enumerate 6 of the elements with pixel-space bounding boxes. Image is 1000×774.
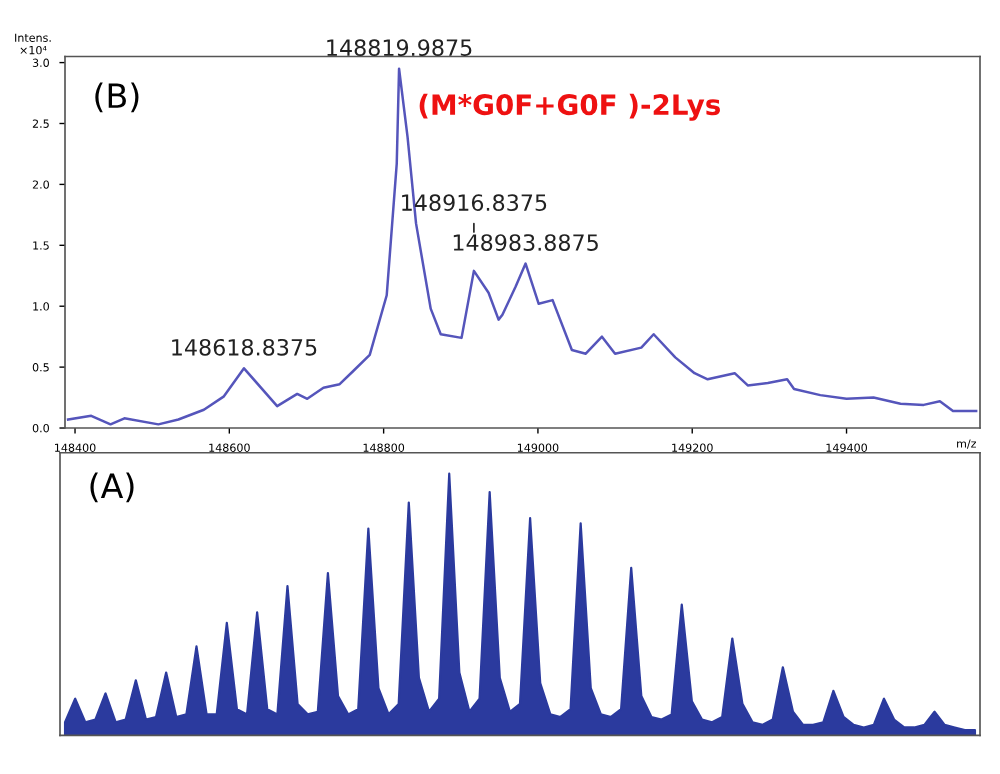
chart-title: (A) <box>90 472 134 503</box>
annotation: 148819.9875 <box>327 39 472 57</box>
annotation: 148618.8375 <box>172 338 317 356</box>
annotation: (M*G0F+G0F )-2Lys <box>419 93 720 121</box>
annotation: 148983.8875 <box>453 234 598 251</box>
text: (B) <box>95 82 139 113</box>
